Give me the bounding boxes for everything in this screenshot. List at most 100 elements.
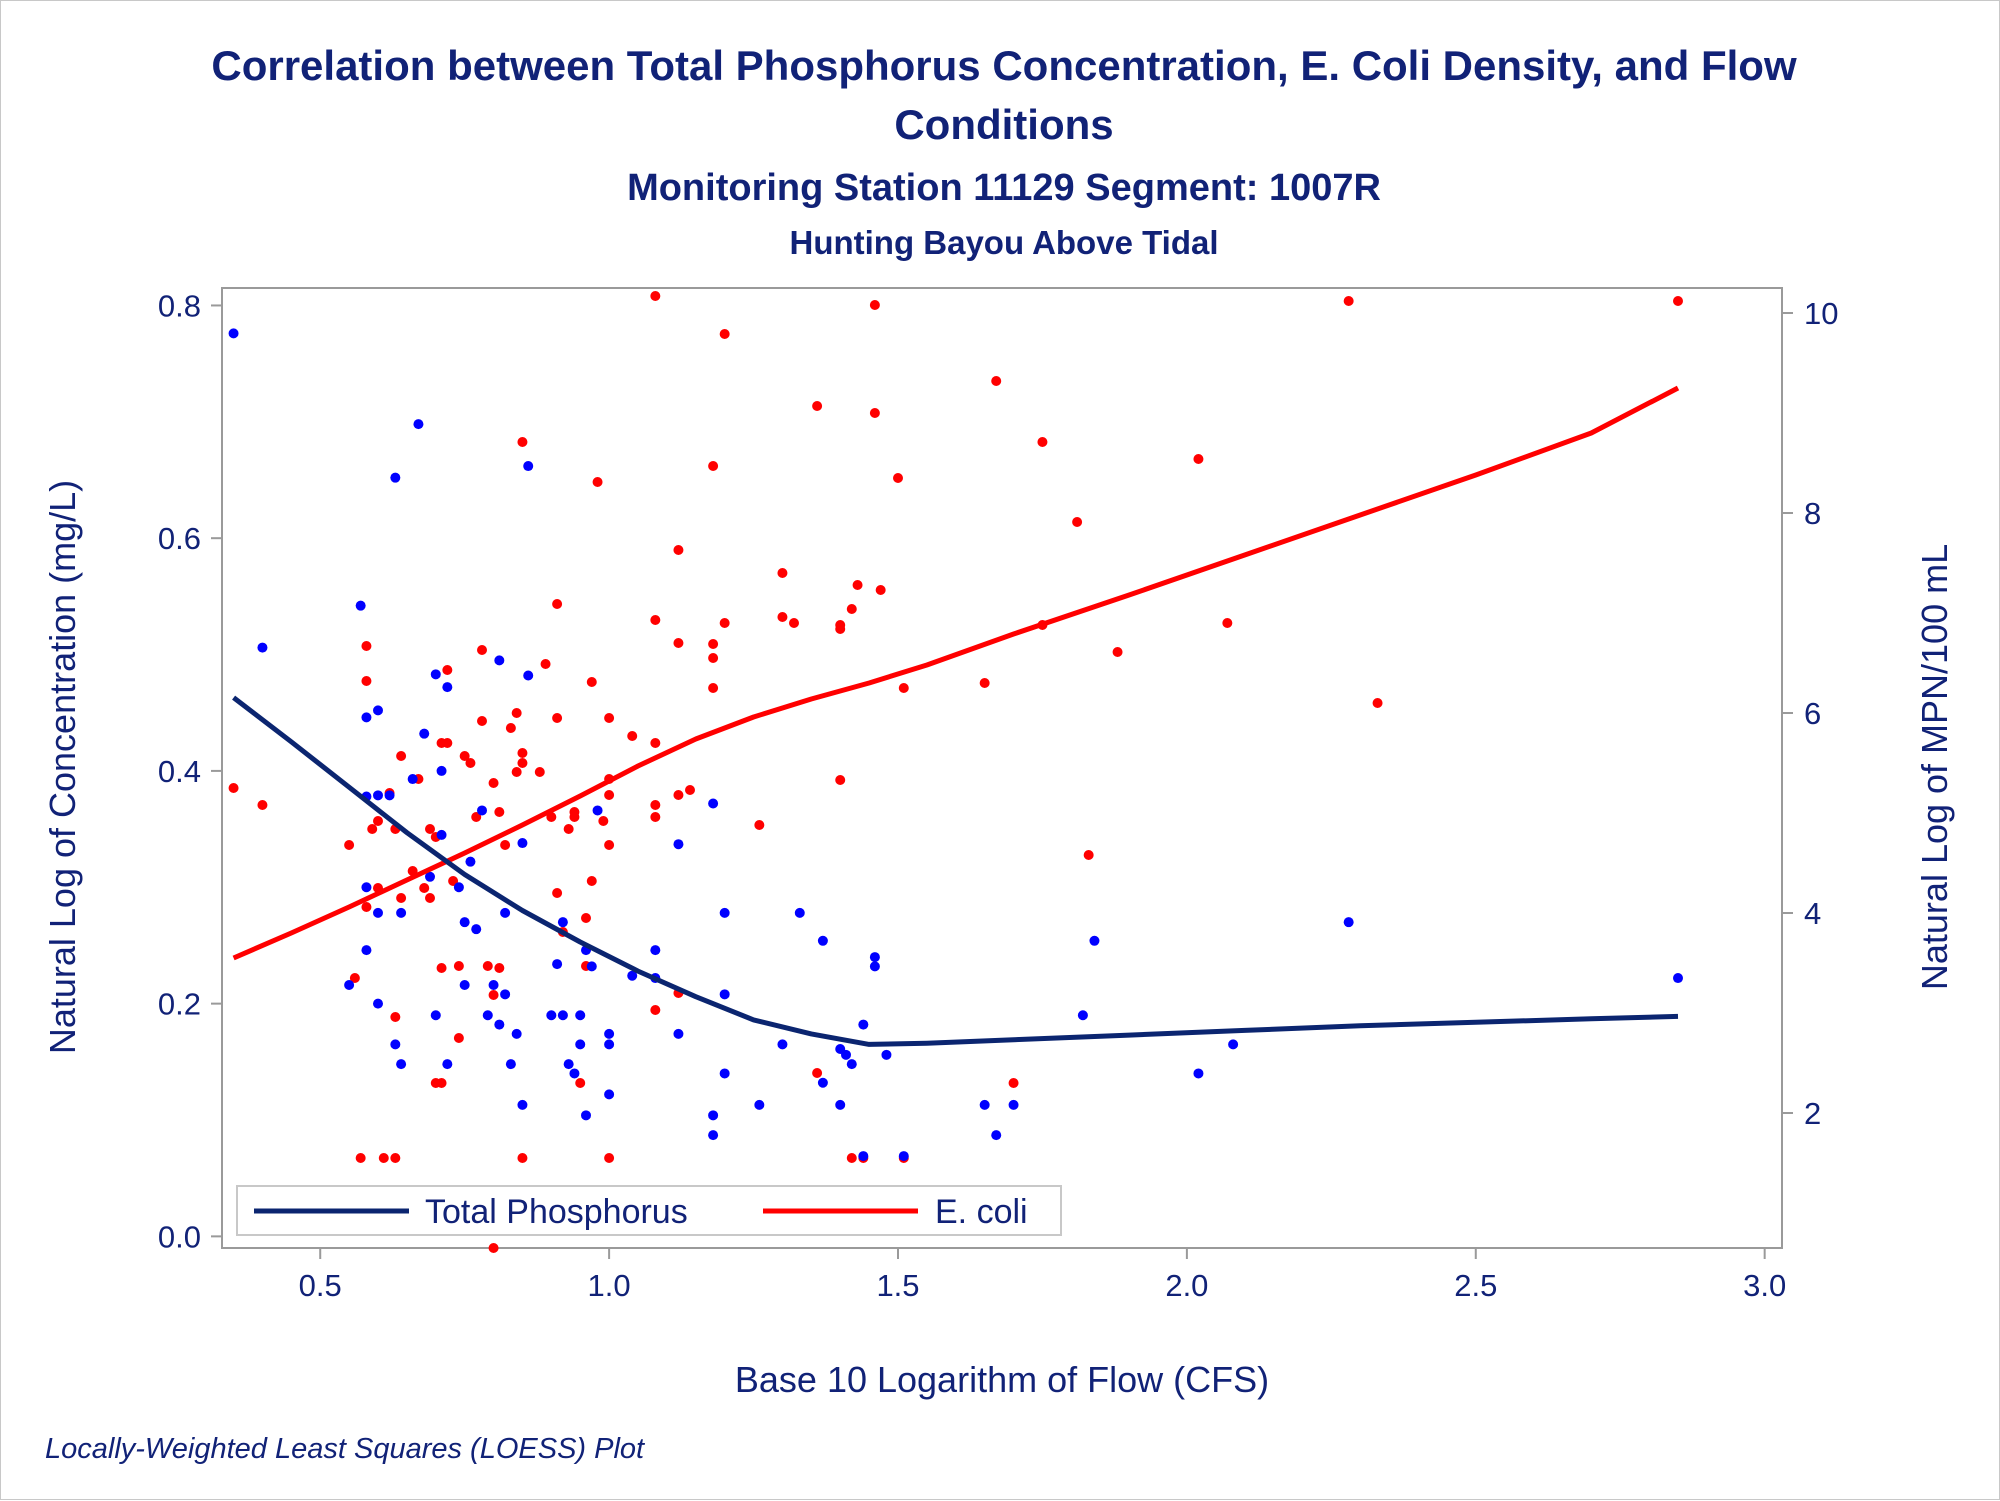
- phosphorus-point: [841, 1049, 851, 1060]
- phosphorus-point: [1089, 935, 1100, 946]
- phosphorus-point: [1193, 1068, 1204, 1079]
- phosphorus-point: [991, 1130, 1002, 1141]
- x-tick-label: 0.5: [299, 1268, 342, 1303]
- ecoli-point: [552, 713, 563, 723]
- y2-tick-label: 2: [1804, 1096, 1821, 1131]
- chart-subtitle: Monitoring Station 11129 Segment: 1007R: [627, 167, 1381, 209]
- phosphorus-point: [373, 705, 383, 716]
- ecoli-point: [650, 1005, 661, 1015]
- ecoli-point: [604, 1153, 615, 1163]
- ecoli-point: [812, 1068, 823, 1078]
- phosphorus-point: [592, 805, 603, 816]
- ecoli-point: [979, 678, 990, 688]
- ecoli-point: [812, 401, 823, 411]
- ecoli-point: [1072, 517, 1083, 527]
- ecoli-point: [991, 376, 1002, 386]
- phosphorus-point: [390, 472, 401, 483]
- ecoli-point: [517, 1153, 528, 1163]
- ecoli-point: [355, 1153, 366, 1163]
- ecoli-point: [569, 812, 580, 822]
- phosphorus-point: [500, 989, 511, 1000]
- phosphorus-point: [523, 670, 534, 681]
- phosphorus-point: [355, 600, 366, 611]
- ecoli-point: [708, 653, 719, 663]
- phosphorus-point: [575, 1039, 586, 1050]
- phosphorus-point: [390, 1039, 401, 1050]
- ecoli-point: [488, 990, 499, 1000]
- ecoli-point: [835, 775, 846, 785]
- ecoli-point: [754, 820, 765, 830]
- ecoli-point: [893, 473, 903, 483]
- phosphorus-point: [673, 1028, 684, 1039]
- ecoli-point: [846, 604, 857, 614]
- phosphorus-point: [361, 882, 372, 893]
- ecoli-point: [708, 683, 719, 693]
- phosphorus-point: [604, 1039, 615, 1050]
- x-tick-label: 2.0: [1165, 1268, 1208, 1303]
- ecoli-point: [390, 1012, 401, 1022]
- ecoli-point: [650, 291, 661, 301]
- x-axis: 0.5 1.0 1.5 2.0 2.5 3.0: [299, 1248, 1786, 1303]
- phosphorus-point: [442, 682, 453, 693]
- ecoli-point: [511, 767, 522, 777]
- ecoli-point: [453, 1033, 464, 1043]
- chart-title-line1: Correlation between Total Phosphorus Con…: [211, 42, 1797, 89]
- ecoli-point: [390, 1153, 401, 1163]
- phosphorus-point: [708, 798, 719, 809]
- phosphorus-point: [459, 980, 470, 991]
- phosphorus-point: [1343, 917, 1354, 928]
- ecoli-point: [789, 618, 799, 628]
- phosphorus-point: [650, 945, 661, 956]
- ecoli-point: [349, 973, 360, 983]
- ecoli-point: [361, 641, 372, 651]
- ecoli-point: [685, 785, 695, 795]
- ecoli-point: [442, 738, 453, 748]
- y-tick-label: 0.6: [158, 521, 201, 556]
- y2-axis-label: Natural Log of MPN/100 mL: [1914, 544, 1955, 990]
- ecoli-point: [1083, 850, 1094, 860]
- ecoli-point: [875, 585, 886, 595]
- ecoli-point: [581, 913, 591, 923]
- ecoli-point: [500, 840, 511, 850]
- phosphorus-point: [898, 1151, 909, 1162]
- ecoli-point: [540, 659, 551, 669]
- ecoli-point: [517, 748, 528, 758]
- phosphorus-point: [777, 1039, 788, 1050]
- ecoli-point: [563, 824, 574, 834]
- ecoli-point: [1112, 647, 1123, 657]
- phosphorus-point: [413, 419, 424, 430]
- ecoli-point: [852, 580, 863, 590]
- ecoli-point: [488, 1243, 499, 1253]
- phosphorus-point: [586, 961, 597, 972]
- phosphorus-point: [361, 945, 372, 956]
- ecoli-point: [477, 645, 487, 655]
- ecoli-point: [396, 893, 407, 903]
- plot-area: [221, 287, 1783, 1249]
- y-axis-left: 0.0 0.2 0.4 0.6 0.8: [158, 288, 222, 1254]
- ecoli-point: [378, 1153, 389, 1163]
- phosphorus-point: [754, 1099, 765, 1110]
- y2-tick-label: 10: [1804, 296, 1838, 331]
- chart-title-line2: Conditions: [894, 101, 1113, 148]
- phosphorus-point: [488, 980, 499, 991]
- phosphorus-point: [505, 1059, 516, 1070]
- ecoli-point: [511, 708, 522, 718]
- phosphorus-point: [523, 461, 534, 472]
- y2-tick-label: 8: [1804, 496, 1821, 531]
- phosphorus-point: [552, 959, 563, 970]
- phosphorus-point: [384, 790, 395, 801]
- ecoli-point: [719, 329, 730, 339]
- ecoli-point: [1343, 296, 1354, 306]
- ecoli-point: [898, 683, 909, 693]
- ecoli-point: [419, 883, 430, 893]
- ecoli-point: [373, 816, 383, 826]
- phosphorus-point: [1077, 1010, 1088, 1021]
- phosphorus-point: [604, 1028, 615, 1039]
- ecoli-point: [627, 731, 638, 741]
- phosphorus-point: [453, 882, 464, 893]
- ecoli-point: [604, 840, 615, 850]
- phosphorus-point: [517, 838, 528, 849]
- phosphorus-point: [459, 917, 470, 928]
- ecoli-point: [835, 620, 846, 630]
- ecoli-point: [777, 612, 788, 622]
